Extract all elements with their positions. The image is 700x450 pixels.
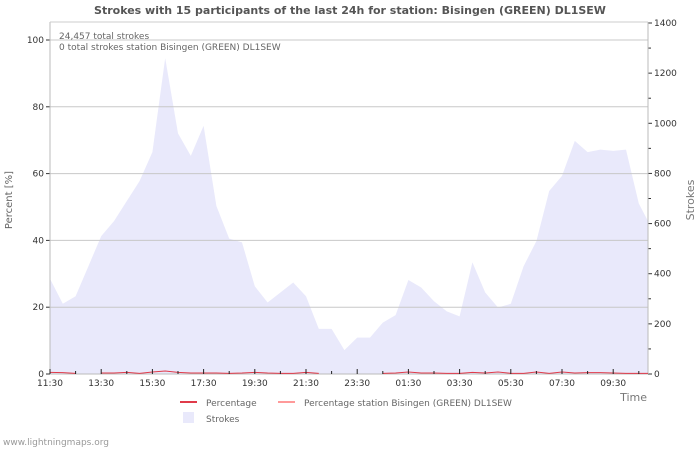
x-tick-label: 07:30 [549,379,575,389]
x-tick-label: 19:30 [242,379,268,389]
x-tick-label: 17:30 [191,379,217,389]
chart-title: Strokes with 15 participants of the last… [94,4,606,17]
station-strokes-annotation: 0 total strokes station Bisingen (GREEN)… [59,43,281,53]
x-tick-label: 23:30 [344,379,370,389]
y-left-tick-label: 80 [33,103,45,113]
x-axis-label: Time [619,391,647,404]
legend: Percentage Percentage station Bisingen (… [180,399,512,425]
y-left-tick-label: 100 [27,36,44,46]
y-right-tick-label: 800 [654,169,671,179]
x-tick-label: 09:30 [600,379,626,389]
legend-strokes-swatch [183,412,194,423]
strokes-area [50,58,648,374]
y-left-tick-label: 60 [33,170,45,180]
x-tick-label: 21:30 [293,379,319,389]
y-right-tick-label: 1400 [654,19,677,29]
y-right-tick-label: 600 [654,220,671,230]
x-tick-label: 15:30 [139,379,165,389]
x-tick-label: 05:30 [498,379,524,389]
x-tick-label: 13:30 [88,379,114,389]
y-right-tick-label: 400 [654,270,671,280]
y-axis-left-label: Percent [%] [4,171,15,229]
x-tick-label: 03:30 [447,379,473,389]
x-tick-label: 11:30 [37,379,63,389]
legend-station-percentage-label: Percentage station Bisingen (GREEN) DL1S… [304,399,512,409]
y-left-tick-label: 0 [38,370,44,380]
y-left-tick-label: 40 [33,236,45,246]
total-strokes-annotation: 24,457 total strokes [59,32,149,42]
footer-link[interactable]: www.lightningmaps.org [3,438,109,448]
y-right-tick-label: 200 [654,320,671,330]
legend-strokes-label: Strokes [206,415,240,425]
y-axis-right-label: Strokes [684,179,697,220]
x-tick-label: 01:30 [395,379,421,389]
y-right-tick-label: 1000 [654,119,677,129]
y-right-tick-label: 1200 [654,69,677,79]
percentage-line [49,370,648,374]
y-right-tick-label: 0 [654,370,660,380]
y-left-tick-label: 20 [33,303,45,313]
legend-percentage-label: Percentage [206,399,257,409]
